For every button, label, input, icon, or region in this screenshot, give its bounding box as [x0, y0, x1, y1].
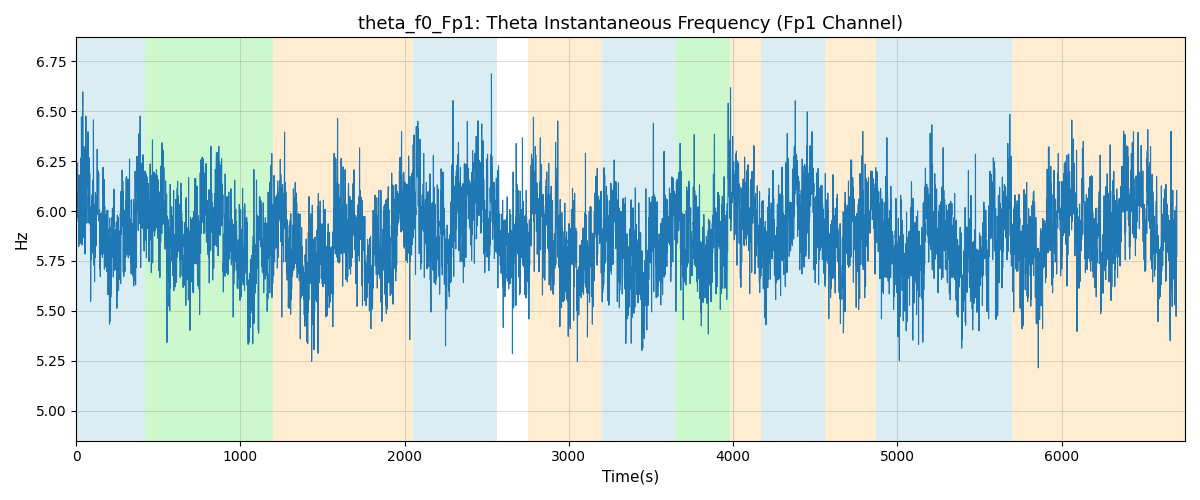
- Bar: [274, 38, 413, 440]
- Bar: [676, 38, 730, 440]
- Title: theta_f0_Fp1: Theta Instantaneous Frequency (Fp1 Channel): theta_f0_Fp1: Theta Instantaneous Freque…: [358, 15, 904, 34]
- Bar: [601, 38, 676, 440]
- Bar: [876, 38, 1013, 440]
- Bar: [1013, 38, 1186, 440]
- Bar: [528, 38, 601, 440]
- Bar: [76, 38, 145, 440]
- Y-axis label: Hz: Hz: [14, 230, 30, 249]
- Bar: [730, 38, 761, 440]
- Bar: [761, 38, 826, 440]
- Bar: [145, 38, 274, 440]
- Bar: [413, 38, 497, 440]
- X-axis label: Time(s): Time(s): [602, 470, 659, 485]
- Bar: [826, 38, 876, 440]
